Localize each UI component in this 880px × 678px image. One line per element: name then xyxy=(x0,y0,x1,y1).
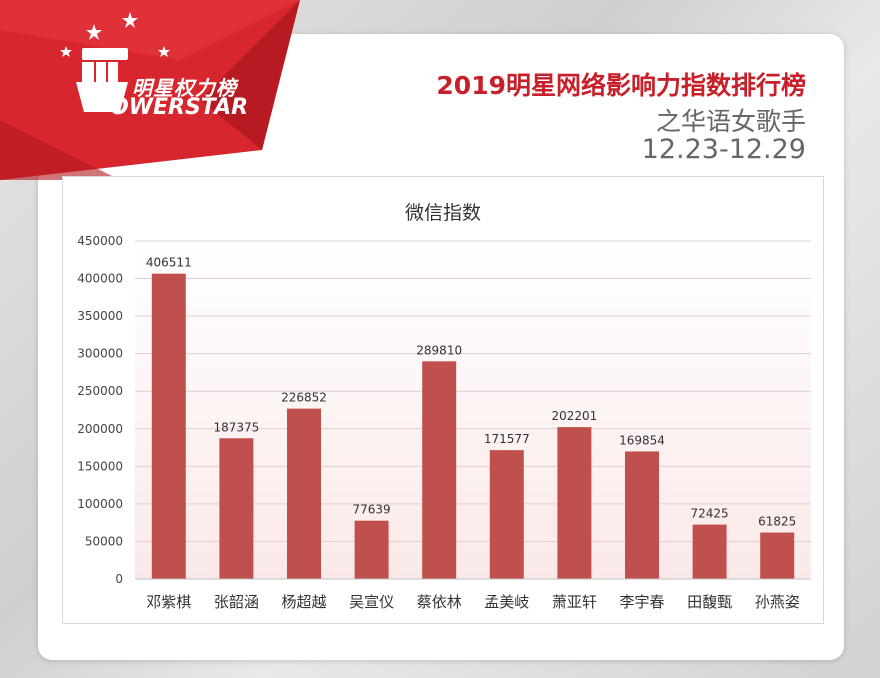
chart-title: 微信指数 xyxy=(405,202,481,224)
y-tick-label: 250000 xyxy=(77,384,123,398)
data-label: 289810 xyxy=(416,343,462,357)
y-tick-label: 400000 xyxy=(77,272,123,286)
x-tick-label: 吴宣仪 xyxy=(349,593,394,611)
data-label: 169854 xyxy=(619,433,665,447)
logo-chinese-text: 明星权力榜 xyxy=(132,76,237,100)
y-tick-label: 350000 xyxy=(77,309,123,323)
data-label: 187375 xyxy=(213,420,259,434)
brand-banner xyxy=(0,0,300,180)
x-tick-label: 蔡依林 xyxy=(417,593,462,611)
x-axis-ticks: 邓紫棋 张韶涵 杨超越 吴宣仪 蔡依林 孟美岐 萧亚轩 李宇春 田馥甄 孙燕姿 xyxy=(146,593,799,611)
bar xyxy=(489,450,524,579)
data-label: 226852 xyxy=(281,391,327,405)
bar xyxy=(287,408,321,579)
x-tick-label: 孟美岐 xyxy=(484,593,529,611)
star-icons xyxy=(60,12,170,57)
data-label: 77639 xyxy=(353,503,391,517)
data-label: 406511 xyxy=(146,256,192,270)
data-labels: 406511 187375 226852 77639 289810 171577 20220… xyxy=(146,256,796,529)
y-tick-label: 0 xyxy=(115,572,123,586)
x-tick-label: 萧亚轩 xyxy=(552,593,597,611)
page-subtitle: 之华语女歌手 xyxy=(655,107,806,136)
bar xyxy=(151,273,186,579)
x-tick-label: 邓紫棋 xyxy=(146,593,191,611)
bar xyxy=(692,524,727,579)
x-tick-label: 张韶涵 xyxy=(214,593,259,611)
fist-logo-icon xyxy=(76,48,128,112)
data-label: 61825 xyxy=(758,515,796,529)
bar xyxy=(354,520,389,579)
page-title: 2019明星网络影响力指数排行榜 xyxy=(436,71,806,100)
data-label: 202201 xyxy=(551,409,597,423)
x-tick-label: 田馥甄 xyxy=(687,593,732,611)
chart-panel: 微信指数 0 50000 100000 150000 200000 250000 30000… xyxy=(62,176,824,624)
bar xyxy=(422,361,457,579)
x-tick-label: 杨超越 xyxy=(281,593,326,611)
bar xyxy=(219,438,254,579)
y-tick-label: 150000 xyxy=(77,459,123,473)
y-tick-label: 50000 xyxy=(85,534,123,548)
bar xyxy=(760,532,795,579)
bar xyxy=(625,451,659,579)
bar xyxy=(557,427,592,579)
data-label: 171577 xyxy=(484,432,530,446)
logo-english-text: OWERSTAR xyxy=(110,95,249,120)
y-tick-label: 100000 xyxy=(77,497,123,511)
bar-chart: 微信指数 0 50000 100000 150000 200000 250000 30000… xyxy=(77,202,811,611)
data-label: 72425 xyxy=(691,507,729,521)
y-tick-label: 300000 xyxy=(77,347,123,361)
y-tick-label: 200000 xyxy=(77,422,123,436)
y-axis-ticks: 0 50000 100000 150000 200000 250000 300000 3500… xyxy=(77,234,123,586)
date-range: 12.23-12.29 xyxy=(641,134,806,165)
bars xyxy=(151,273,795,579)
x-tick-label: 李宇春 xyxy=(619,593,664,611)
x-tick-label: 孙燕姿 xyxy=(755,593,800,611)
y-tick-label: 450000 xyxy=(77,234,123,248)
